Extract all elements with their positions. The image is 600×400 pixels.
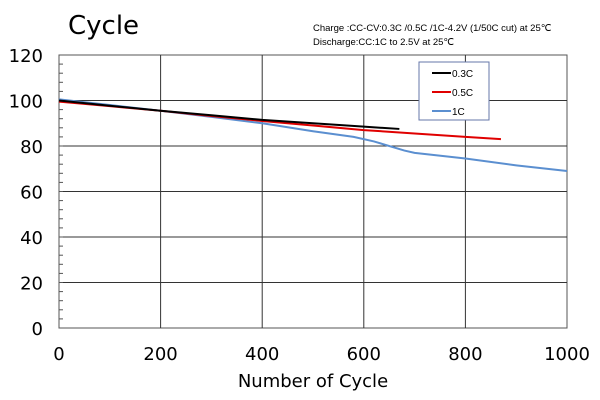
x-tick-label: 800 [448,344,482,365]
series-line-1C [58,98,568,173]
y-tick-label: 120 [9,46,43,67]
chart-subtitle-charge: Charge :CC-CV:0.3C /0.5C /1C-4.2V (1/50C… [313,23,552,34]
x-tick-label: 200 [143,344,177,365]
x-tick-label: 1000 [544,344,590,365]
legend-label: 1C [452,107,465,118]
x-tick-label: 600 [347,344,381,365]
chart-subtitle-discharge: Discharge:CC:1C to 2.5V at 25℃ [313,37,454,48]
x-tick-label: 0 [53,344,64,365]
x-axis-label: Number of Cycle [238,371,388,392]
y-tick-label: 20 [20,274,43,295]
legend-box [418,61,490,121]
x-tick-label: 400 [245,344,279,365]
legend-label: 0.3C [452,69,473,80]
y-tick-label: 100 [9,92,43,113]
legend-label: 0.5C [452,88,473,99]
y-tick-label: 0 [32,319,43,340]
chart-title: Cycle [68,11,139,41]
series-line-0.3C [58,99,400,130]
y-tick-label: 60 [20,183,43,204]
y-tick-label: 40 [20,228,43,249]
y-tick-label: 80 [20,137,43,158]
